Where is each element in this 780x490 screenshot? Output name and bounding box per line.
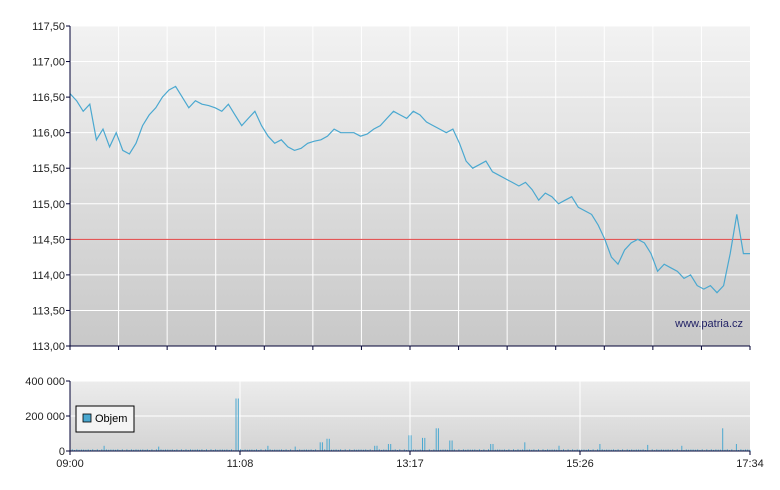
price-y-tick-label: 113,50 [32,305,65,317]
price-y-tick-label: 115,00 [32,199,65,211]
price-series-line [69,85,750,294]
legend: Objem [75,405,135,433]
volume-x-axis: 09:00 11:08 13:17 15:26 17:34 [56,451,764,470]
watermark: www.patria.cz [674,318,743,330]
volume-x-tick-label: 11:08 [227,458,254,470]
volume-x-tick-label: 13:17 [396,458,424,470]
legend-swatch [82,413,92,423]
price-y-tick-label: 115,50 [32,163,65,175]
price-x-ticks [69,346,751,350]
volume-x-tick-label: 15:26 [566,458,594,470]
volume-y-tick-label: 0 [59,446,65,458]
price-y-tick-label: 116,50 [32,92,65,104]
volume-panel: 0 200 000 400 000 09:00 11:08 13:17 15:26 17:3… [25,376,764,470]
price-y-axis: 113,00 113,50 114,00 114,50 115,00 115,50 116,… [32,21,70,353]
legend-label: Objem [95,413,127,425]
volume-y-tick-label: 200 000 [25,411,65,423]
price-y-tick-label: 117,00 [32,57,65,69]
volume-y-axis: 0 200 000 400 000 [25,376,70,458]
price-y-tick-label: 114,00 [32,270,65,282]
price-y-tick-label: 113,00 [32,341,65,353]
volume-x-tick-label: 17:34 [736,458,764,470]
volume-y-tick-label: 400 000 [25,376,65,388]
price-y-tick-label: 114,50 [32,234,65,246]
price-y-tick-label: 117,50 [32,21,65,33]
price-grid [70,25,750,347]
volume-x-tick-label: 09:00 [56,458,84,470]
price-y-tick-label: 116,00 [32,128,65,140]
price-panel: 113,00 113,50 114,00 114,50 115,00 115,50 116,… [32,21,751,353]
